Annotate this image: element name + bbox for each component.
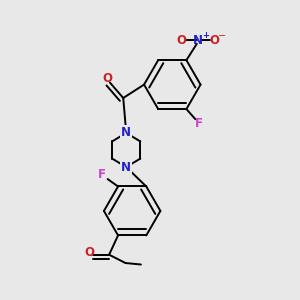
- Text: +: +: [202, 31, 208, 40]
- Text: O: O: [84, 246, 94, 259]
- Text: N: N: [193, 34, 203, 47]
- Text: N: N: [121, 126, 131, 140]
- Text: N: N: [121, 160, 131, 174]
- Text: F: F: [195, 116, 203, 130]
- Text: O: O: [209, 34, 219, 47]
- Text: O: O: [103, 73, 112, 85]
- Text: −: −: [218, 31, 226, 41]
- Text: F: F: [98, 168, 106, 181]
- Text: O: O: [176, 34, 186, 47]
